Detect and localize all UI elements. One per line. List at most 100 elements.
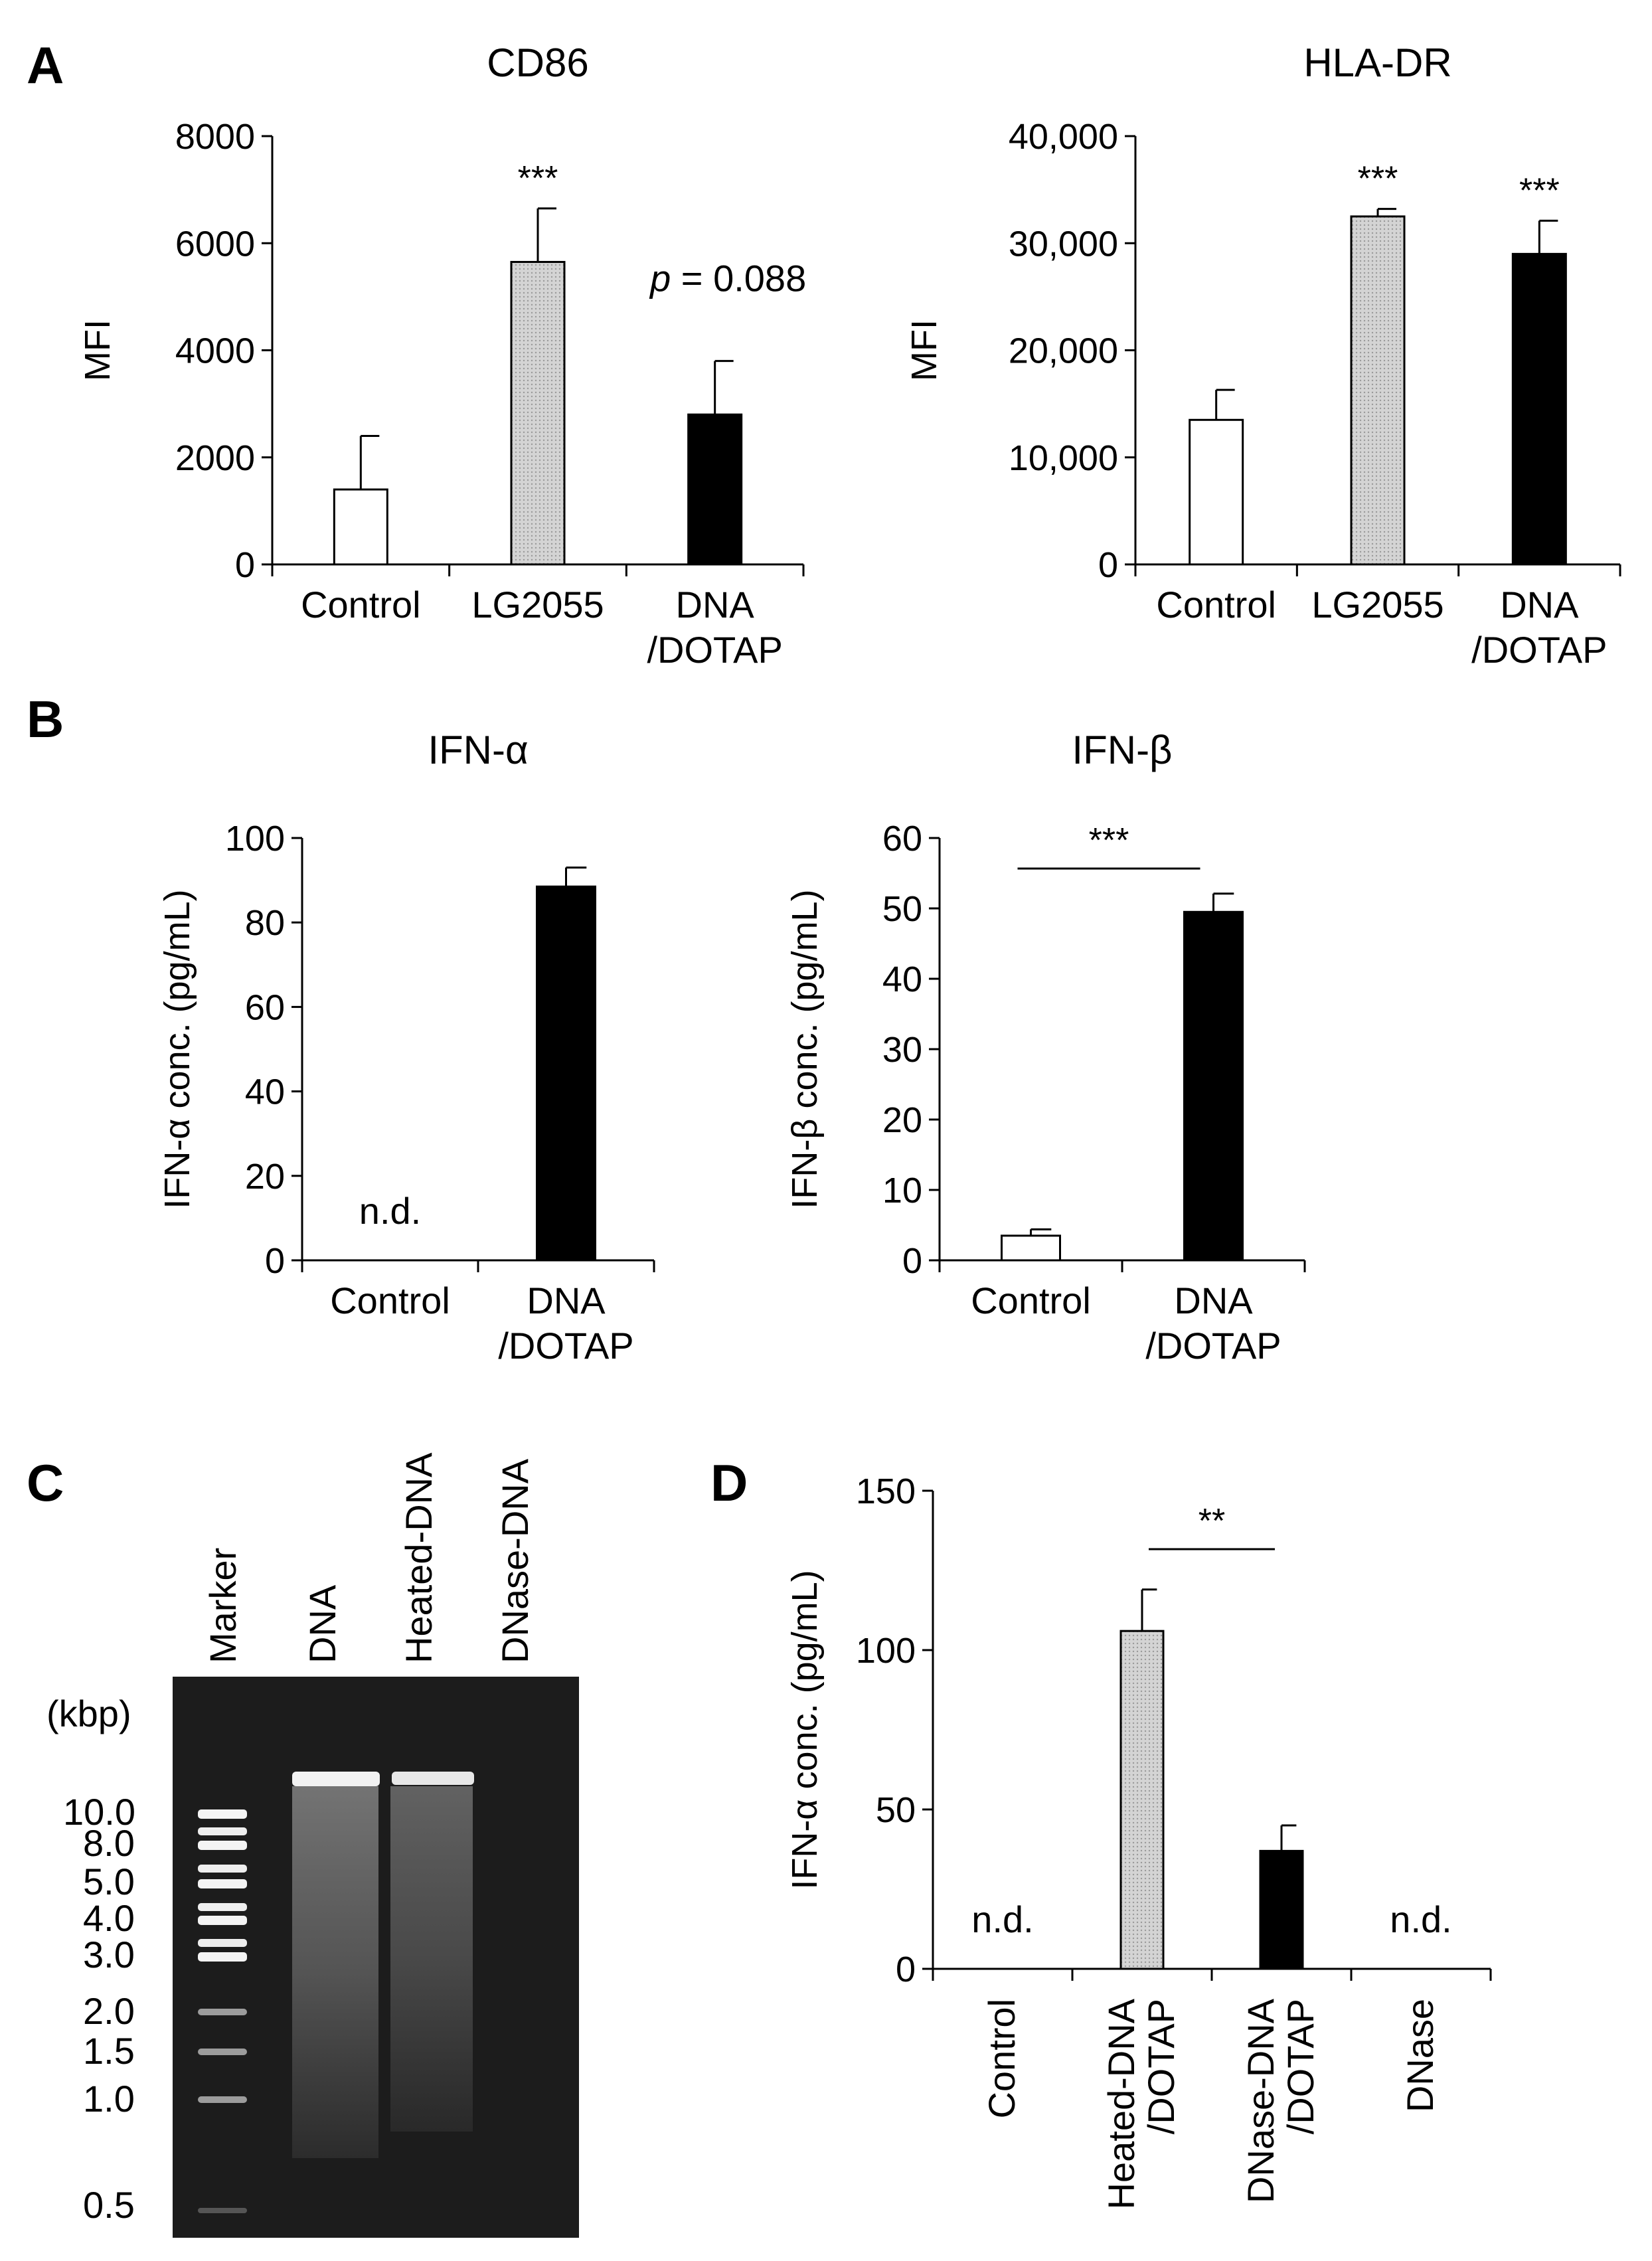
significance-label: ***: [1089, 821, 1129, 860]
gel-size-label: 8.0: [83, 1822, 135, 1864]
category-label: DNA: [1500, 584, 1579, 626]
chart-title: CD86: [487, 41, 588, 85]
gel-band-heated-dna: [392, 1772, 474, 1785]
ladder-band: [198, 1952, 247, 1962]
gel-band-dna: [292, 1772, 380, 1786]
bar: [333, 488, 388, 566]
not-detected-label: n.d.: [971, 1898, 1033, 1940]
category-label: DNase-DNA: [1240, 1998, 1281, 2203]
y-tick-label: 20: [882, 1100, 922, 1140]
y-tick-label: 100: [225, 819, 285, 859]
not-detected-label: n.d.: [1390, 1898, 1451, 1940]
ladder-band: [198, 2096, 247, 2103]
gel-size-label: 3.0: [83, 1934, 135, 1975]
y-tick-label: 2000: [175, 438, 255, 478]
y-tick-label: 100: [856, 1631, 916, 1671]
gel-lane-label-dnase-dna: DNase-DNA: [494, 1458, 536, 1663]
gel-size-label: 2.0: [83, 1990, 135, 2032]
y-tick-label: 40: [882, 960, 922, 999]
panel-label-c: C: [27, 1454, 64, 1512]
not-detected-label: n.d.: [359, 1190, 421, 1232]
significance-label: ***: [1358, 160, 1398, 199]
category-label: LG2055: [1311, 584, 1444, 626]
gel-size-label: 10.0: [63, 1791, 135, 1833]
panel-label-d: D: [710, 1454, 748, 1512]
ladder-band: [198, 2009, 247, 2015]
y-tick-label: 0: [896, 1950, 916, 1989]
y-tick-label: 4000: [175, 331, 255, 371]
ladder-band: [198, 2208, 247, 2213]
y-axis-label: IFN-α conc. (pg/mL): [785, 1570, 825, 1889]
ladder-band: [198, 1916, 247, 1925]
chart-title: IFN-α: [428, 728, 528, 772]
y-tick-label: 30: [882, 1030, 922, 1070]
category-label: DNA: [1174, 1280, 1253, 1321]
y-tick-label: 0: [235, 545, 255, 585]
significance-label: **: [1198, 1502, 1225, 1541]
bar: [510, 260, 566, 566]
y-tick-label: 60: [245, 987, 285, 1027]
bar: [1189, 418, 1244, 566]
category-label: Control: [330, 1280, 450, 1321]
category-label: /DOTAP: [498, 1325, 633, 1367]
chart-ifn-alpha: IFN-α 0 20 40 60 80 100 IFN-α conc. (pg/mL) n.d.…: [157, 728, 655, 1367]
chart-title: HLA-DR: [1303, 41, 1451, 85]
category-label: DNA: [527, 1280, 606, 1321]
gel-size-label: 4.0: [83, 1897, 135, 1939]
category-label: /DOTAP: [1140, 1999, 1182, 2134]
bar: [1259, 1849, 1304, 1970]
ladder-band: [198, 1903, 247, 1911]
category-label: Control: [971, 1280, 1091, 1321]
panel-label-b: B: [27, 690, 64, 748]
gel-size-label: 5.0: [83, 1861, 135, 1902]
y-tick-label: 40,000: [1009, 117, 1118, 157]
category-label: /DOTAP: [1280, 1999, 1321, 2134]
chart-cd86: CD86 0 2000 4000 6000 8000 MFI *** p = 0.088 Cont…: [78, 41, 806, 671]
category-label: /DOTAP: [647, 629, 783, 671]
significance-label: ***: [518, 159, 558, 198]
category-label: LG2055: [471, 584, 604, 626]
category-label: Control: [301, 584, 421, 626]
chart-ifn-beta: IFN-β 0 10 20 30 40 50 60 IFN-β conc. (pg/mL) Con…: [785, 728, 1306, 1367]
gel-ladder: [198, 1809, 247, 2213]
y-tick-label: 0: [265, 1241, 285, 1281]
gel-lane-label-marker: Marker: [202, 1548, 244, 1663]
category-label: DNase: [1399, 1999, 1441, 2112]
chart-title: IFN-β: [1072, 728, 1172, 772]
y-axis-label: MFI: [78, 319, 118, 381]
y-tick-label: 0: [902, 1241, 922, 1281]
y-axis-label: MFI: [904, 319, 944, 381]
gel-size-label: 1.5: [83, 2030, 135, 2072]
category-label: Control: [1156, 584, 1276, 626]
y-axis-label: IFN-β conc. (pg/mL): [785, 889, 825, 1209]
bar: [1183, 910, 1244, 1262]
y-tick-label: 50: [882, 889, 922, 929]
ladder-band: [198, 1809, 247, 1819]
category-label: Heated-DNA: [1100, 1998, 1142, 2209]
category-label: Control: [981, 1999, 1023, 2119]
gel-size-labels: 10.0 8.0 5.0 4.0 3.0 2.0 1.5 1.0 0.5: [63, 1791, 135, 2226]
ladder-band: [198, 2049, 247, 2055]
y-tick-label: 8000: [175, 117, 255, 157]
gel-size-label: 1.0: [83, 2078, 135, 2120]
y-tick-label: 10,000: [1009, 438, 1118, 478]
y-tick-label: 20,000: [1009, 331, 1118, 371]
ladder-band: [198, 1865, 247, 1873]
bar: [1350, 215, 1406, 566]
gel-smear-heated-dna: [390, 1786, 473, 2132]
y-tick-label: 20: [245, 1157, 285, 1197]
y-tick-label: 80: [245, 903, 285, 943]
significance-label: ***: [1519, 171, 1560, 210]
y-tick-label: 40: [245, 1072, 285, 1112]
gel-lane-label-dna: DNA: [301, 1584, 343, 1663]
bar: [687, 413, 743, 566]
y-tick-label: 6000: [175, 224, 255, 264]
ladder-band: [198, 1841, 247, 1850]
gel-lane-label-heated-dna: Heated-DNA: [398, 1452, 440, 1663]
gel-panel: Marker DNA Heated-DNA DNase-DNA (kbp) 10…: [46, 1452, 579, 2238]
y-tick-label: 30,000: [1009, 224, 1118, 264]
ladder-band: [198, 1939, 247, 1947]
y-tick-label: 60: [882, 819, 922, 859]
gel-smear-dna: [292, 1786, 378, 2158]
